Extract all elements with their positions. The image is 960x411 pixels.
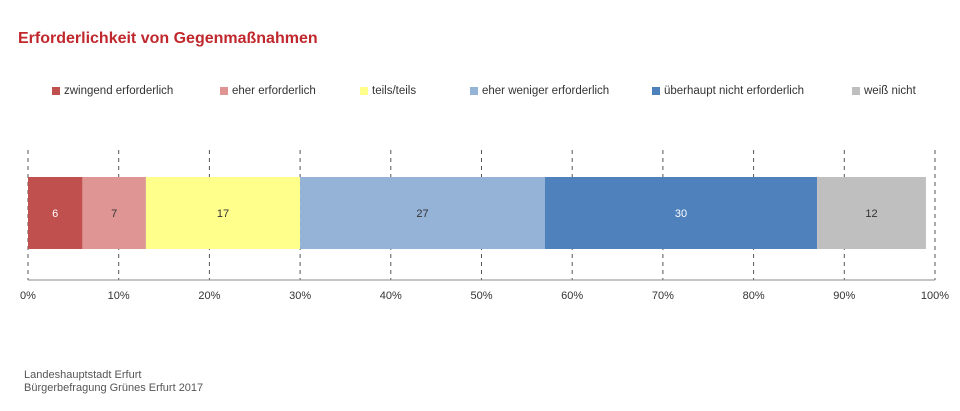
x-tick-label: 90% [833,290,855,302]
legend-swatch [652,87,660,95]
legend-item: zwingend erforderlich [52,85,173,97]
data-label: 30 [675,208,687,220]
legend-swatch [852,87,860,95]
legend-swatch [52,87,60,95]
x-tick-label: 100% [921,290,949,302]
bar-segment [145,177,301,249]
bar-segment [817,177,926,249]
x-tick-label: 70% [652,290,674,302]
legend-item: eher weniger erforderlich [470,85,609,97]
x-tick-label: 10% [108,290,130,302]
data-label: 12 [865,208,877,220]
legend-item: überhaupt nicht erforderlich [652,85,804,97]
legend-item: teils/teils [360,85,416,97]
legend-label: teils/teils [372,85,417,97]
legend-label: zwingend erforderlich [64,85,174,97]
bar-segment [82,177,146,249]
legend-item: eher erforderlich [220,85,316,97]
chart-title: Erforderlichkeit von Gegenmaßnahmen [18,30,318,47]
data-label: 7 [111,208,117,220]
legend-swatch [220,87,228,95]
data-label: 6 [52,208,58,220]
source-line-1: Landeshauptstadt Erfurt [24,369,142,381]
legend-label: überhaupt nicht erforderlich [664,85,804,97]
legend-swatch [470,87,478,95]
source-footer: Landeshauptstadt Erfurt Bürgerbefragung … [24,369,203,395]
x-tick-label: 60% [561,290,583,302]
x-tick-label: 20% [198,290,220,302]
legend-item: weiß nicht [852,85,916,97]
bar-segment [300,177,545,249]
x-tick-label: 50% [470,290,492,302]
data-label: 27 [416,208,428,220]
data-label: 17 [217,208,229,220]
x-tick-label: 30% [289,290,311,302]
x-tick-label: 80% [743,290,765,302]
source-line-2: Bürgerbefragung Grünes Erfurt 2017 [24,382,204,394]
x-tick-label: 40% [380,290,402,302]
bar-segment [544,177,818,249]
bar-segment [28,177,83,249]
legend-label: eher weniger erforderlich [482,85,610,97]
x-tick-label: 0% [20,290,36,302]
legend-swatch [360,87,368,95]
legend-label: eher erforderlich [232,85,316,97]
legend-label: weiß nicht [864,85,916,97]
